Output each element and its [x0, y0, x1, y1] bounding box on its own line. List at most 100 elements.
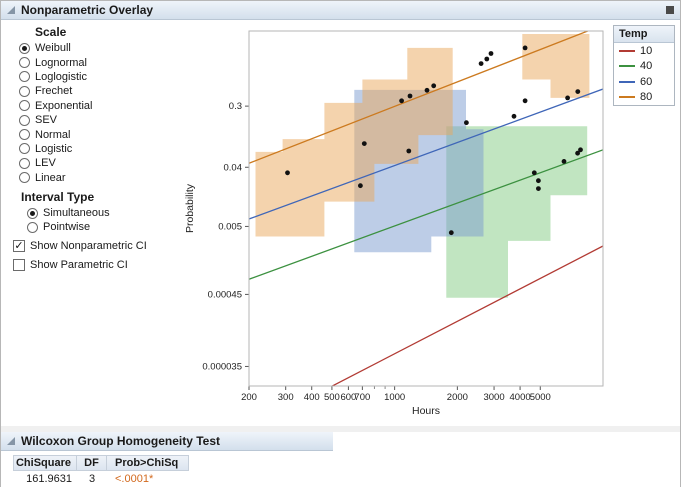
radio-button-icon [19, 42, 30, 54]
wilcoxon-table-header: ChiSquare DF Prob>ChiSq [13, 455, 189, 471]
disclosure-triangle-icon[interactable] [7, 437, 15, 445]
probability-plot: 0.3 0.04 0.005 0.00045 0.000035 200 300 400 500 6… [184, 30, 604, 417]
fit-lines [249, 31, 603, 386]
radio-scale-normal[interactable]: Normal [19, 127, 213, 141]
column-header-prob-chisq: Prob>ChiSq [107, 455, 189, 471]
data-point [488, 51, 494, 56]
svg-text:3000: 3000 [483, 392, 504, 403]
checkbox-show-nonparametric-ci[interactable]: Show Nonparametric CI [13, 239, 213, 254]
wilcoxon-section: Wilcoxon Group Homogeneity Test ChiSquar… [1, 432, 680, 487]
radio-button-icon [19, 71, 30, 83]
legend-entry-temp-80[interactable]: 80 [614, 90, 674, 106]
data-point [565, 95, 570, 101]
prob-chisq-value: <.0001* [115, 473, 154, 485]
radio-button-icon [19, 157, 30, 169]
data-points [285, 45, 583, 236]
radio-label: Linear [35, 171, 66, 184]
radio-scale-exponential[interactable]: Exponential [19, 99, 213, 113]
radio-label: Pointwise [43, 221, 91, 234]
y-axis-label: Probability [184, 183, 196, 233]
radio-scale-sev[interactable]: SEV [19, 113, 213, 127]
svg-text:700: 700 [354, 392, 370, 403]
radio-scale-lognormal[interactable]: Lognormal [19, 55, 213, 69]
checkbox-show-parametric-ci[interactable]: Show Parametric CI [13, 258, 213, 273]
radio-button-icon [19, 114, 30, 126]
radio-label: Frechet [35, 85, 73, 98]
svg-text:5000: 5000 [530, 392, 551, 403]
fit-line-temp-40 [249, 149, 603, 280]
overlay-panel-title: Nonparametric Overlay [21, 3, 154, 17]
checkbox-icon [13, 240, 25, 253]
svg-text:1000: 1000 [384, 392, 405, 403]
radio-button-icon [19, 85, 30, 97]
column-header-df: DF [77, 455, 107, 471]
checkbox-label: Show Parametric CI [30, 259, 128, 272]
ci-region-temp-80 [255, 47, 453, 237]
svg-text:300: 300 [278, 392, 294, 403]
x-axis-label: Hours [412, 405, 440, 417]
data-point [522, 98, 528, 104]
legend-entry-label: 10 [640, 44, 653, 57]
line-swatch-icon [619, 65, 635, 68]
svg-text:600: 600 [340, 392, 356, 403]
fit-line-temp-10 [330, 245, 603, 386]
plot-frame [248, 30, 604, 387]
legend-entry-temp-40[interactable]: 40 [614, 59, 674, 75]
axes: 0.3 0.04 0.005 0.00045 0.000035 200 300 400 500 6… [202, 101, 550, 403]
radio-scale-weibull[interactable]: Weibull [19, 41, 213, 55]
legend-title: Temp [614, 26, 674, 43]
fit-line-temp-80 [249, 31, 588, 164]
data-point [407, 93, 413, 99]
data-point [361, 141, 367, 146]
radio-label: Lognormal [35, 56, 87, 69]
svg-text:4000: 4000 [510, 392, 531, 403]
checkbox-icon [13, 259, 25, 272]
checkbox-label: Show Nonparametric CI [30, 240, 147, 253]
radio-button-icon [19, 143, 30, 155]
radio-label: Normal [35, 128, 71, 141]
data-point [484, 56, 490, 62]
legend-entry-label: 60 [640, 75, 653, 88]
line-swatch-icon [619, 96, 635, 99]
radio-label: Exponential [35, 99, 93, 112]
radio-button-icon [19, 129, 30, 141]
radio-label: Logistic [35, 142, 73, 155]
column-header-chisquare: ChiSquare [13, 455, 77, 471]
control-panel: Scale Weibull Lognormal Loglogistic Frec… [13, 25, 213, 273]
panel-divider [1, 426, 680, 432]
data-point [464, 120, 469, 126]
radio-interval-simultaneous[interactable]: Simultaneous [27, 206, 213, 220]
data-point [536, 186, 541, 192]
data-point [431, 83, 437, 89]
legend: Temp 10 40 60 80 [613, 25, 675, 106]
scale-group-label: Scale [35, 25, 67, 39]
data-point [424, 87, 430, 93]
data-point [285, 170, 290, 176]
svg-text:200: 200 [241, 392, 257, 403]
overlay-panel-body: Scale Weibull Lognormal Loglogistic Frec… [1, 20, 680, 426]
svg-text:0.04: 0.04 [224, 162, 243, 173]
window-corner-icon [666, 6, 674, 14]
disclosure-triangle-icon[interactable] [7, 6, 15, 14]
wilcoxon-panel-header: Wilcoxon Group Homogeneity Test [1, 432, 333, 451]
legend-entry-temp-60[interactable]: 60 [614, 74, 674, 90]
radio-scale-frechet[interactable]: Frechet [19, 84, 213, 98]
data-point [578, 147, 583, 153]
legend-entry-label: 80 [640, 91, 653, 104]
radio-button-icon [19, 57, 30, 69]
data-point [448, 230, 454, 236]
svg-text:400: 400 [304, 392, 320, 403]
data-point [522, 45, 528, 51]
line-swatch-icon [619, 49, 635, 52]
data-point [358, 183, 363, 189]
radio-scale-linear[interactable]: Linear [19, 171, 213, 185]
radio-scale-lev[interactable]: LEV [19, 156, 213, 170]
radio-scale-logistic[interactable]: Logistic [19, 142, 213, 156]
line-swatch-icon [619, 80, 635, 83]
radio-interval-pointwise[interactable]: Pointwise [27, 220, 213, 234]
data-point [531, 170, 537, 176]
legend-entry-temp-10[interactable]: 10 [614, 43, 674, 59]
overlay-panel-header: Nonparametric Overlay [1, 1, 680, 20]
radio-label: Weibull [35, 42, 71, 55]
radio-scale-loglogistic[interactable]: Loglogistic [19, 70, 213, 84]
